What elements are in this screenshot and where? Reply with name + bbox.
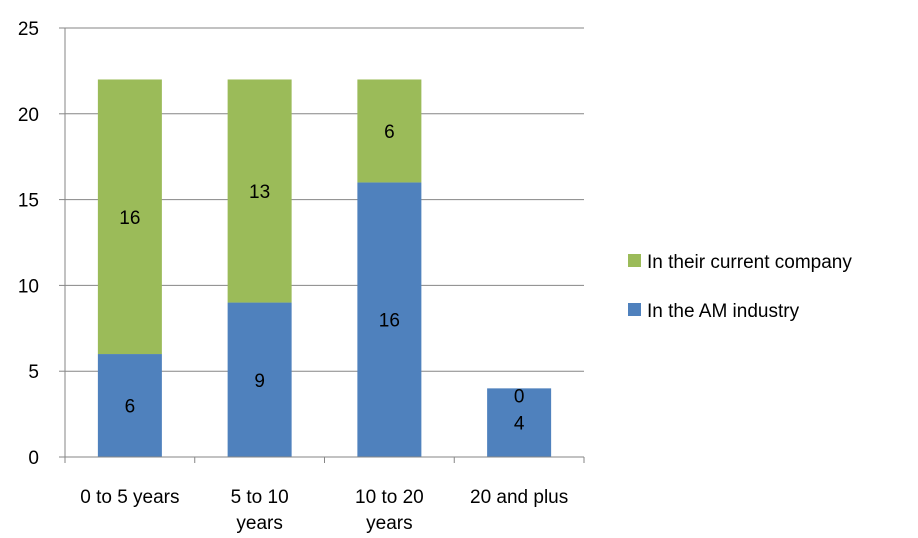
- bar-segment: [97, 79, 162, 355]
- bar-segment: [357, 182, 422, 457]
- y-tick-label: 20: [18, 105, 39, 126]
- bar-segment: [227, 79, 292, 303]
- data-label: 0: [514, 386, 525, 407]
- x-tick-label: 20 and plus: [470, 487, 568, 508]
- y-tick-labels: 0 5 10 15 20 25: [18, 19, 39, 469]
- axes: [59, 27, 585, 463]
- x-tick-label: 10 to 20 years: [355, 487, 424, 534]
- bars: [97, 79, 552, 457]
- legend-label: In their current company: [647, 252, 852, 273]
- y-tick-label: 5: [28, 362, 39, 383]
- data-label: 6: [384, 122, 395, 143]
- y-tick-label: 0: [28, 448, 39, 469]
- data-label: 4: [514, 414, 525, 435]
- data-labels: 6 16 9 13 16 6 4 0: [119, 122, 525, 435]
- y-tick-label: 10: [18, 276, 39, 297]
- data-label: 9: [254, 371, 265, 392]
- legend-swatch: [628, 254, 641, 267]
- bar-segment: [227, 302, 292, 457]
- bar-segment: [487, 388, 552, 457]
- data-label: 13: [249, 182, 270, 203]
- x-tick-labels: 0 to 5 years 5 to 10 years 10 to 20 years 20 …: [80, 487, 568, 534]
- bar-segment: [97, 354, 162, 457]
- x-tick-label: 5 to 10 years: [231, 487, 289, 534]
- legend-swatch: [628, 303, 641, 316]
- data-label: 16: [119, 208, 140, 229]
- bar-segment: [357, 79, 422, 183]
- legend: In their current company In the AM indust…: [628, 252, 852, 322]
- data-label: 16: [379, 311, 400, 332]
- y-tick-label: 25: [18, 19, 39, 40]
- x-tick-label: 0 to 5 years: [80, 487, 179, 508]
- legend-label: In the AM industry: [647, 301, 800, 322]
- y-tick-label: 15: [18, 191, 39, 212]
- data-label: 6: [125, 397, 136, 418]
